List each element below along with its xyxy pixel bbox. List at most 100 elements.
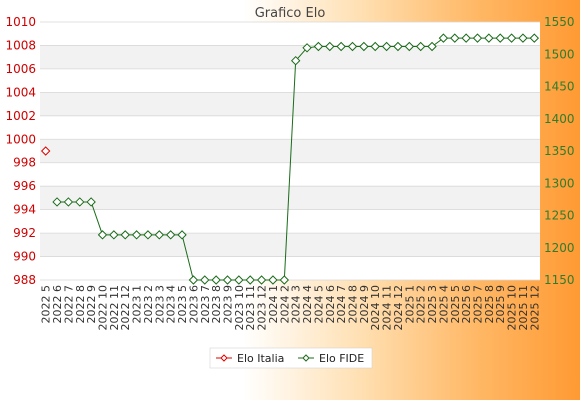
data-point — [234, 275, 244, 285]
data-point — [484, 33, 494, 43]
data-point — [290, 55, 301, 66]
right-tick-label: 1200 — [544, 241, 575, 255]
data-point — [415, 41, 426, 52]
data-point — [177, 230, 187, 240]
plot-band — [40, 186, 540, 210]
left-tick-label: 988 — [13, 273, 36, 287]
right-axis-ticks: 1150 1200 1250 1300 1350 1400 1450 1500 1550 — [544, 15, 575, 287]
data-point — [450, 33, 460, 43]
data-point — [40, 146, 51, 156]
right-tick-label: 1400 — [544, 112, 575, 126]
left-tick-label: 1006 — [5, 62, 36, 76]
x-tick-label: 2023 5 — [176, 285, 189, 324]
x-tick-label: 2023 1 — [131, 285, 144, 324]
plot-background — [40, 22, 540, 280]
data-point — [154, 230, 165, 240]
data-point — [313, 41, 324, 52]
x-tick-label: 2023 10 — [233, 285, 246, 331]
x-tick-label: 2025 11 — [517, 285, 530, 331]
x-tick-label: 2023 11 — [244, 285, 257, 331]
data-point — [75, 197, 85, 207]
x-tick-label: 2025 6 — [460, 285, 473, 324]
x-tick-label: 2024 1 — [267, 285, 280, 324]
x-tick-label: 2024 4 — [301, 285, 314, 324]
plot-band — [40, 233, 540, 257]
x-tick-label: 2024 10 — [369, 285, 382, 331]
legend: Elo Italia Elo FIDE — [209, 347, 373, 369]
x-tick-label: 2024 8 — [347, 285, 360, 324]
data-point — [347, 41, 358, 52]
data-point — [359, 41, 369, 52]
x-tick-label: 2025 4 — [437, 285, 450, 324]
data-point — [461, 33, 471, 43]
left-axis-ticks: 988 990 992 994 996 998 1000 1002 1004 1006 1008 10… — [5, 15, 36, 287]
left-tick-label: 1010 — [5, 15, 36, 29]
plot-band — [40, 92, 540, 116]
right-tick-label: 1250 — [544, 209, 575, 223]
plot-band — [40, 45, 540, 69]
x-tick-label: 2024 7 — [335, 285, 348, 324]
data-point — [165, 230, 176, 240]
data-point — [188, 275, 199, 285]
right-tick-label: 1450 — [544, 80, 575, 94]
data-point — [472, 33, 483, 43]
legend-elo-fide-label: Elo FIDE — [319, 352, 364, 365]
x-tick-label: 2024 6 — [324, 285, 337, 324]
data-point — [325, 41, 335, 52]
data-point — [279, 275, 290, 285]
legend-elo-italia-label: Elo Italia — [237, 352, 284, 365]
x-tick-label: 2025 12 — [528, 285, 541, 331]
x-tick-label: 2024 11 — [381, 285, 394, 331]
x-tick-label: 2023 8 — [210, 285, 223, 324]
x-tick-label: 2022 6 — [51, 285, 64, 324]
x-tick-label: 2023 9 — [222, 285, 235, 324]
data-point — [427, 41, 437, 52]
x-tick-label: 2022 9 — [85, 285, 98, 324]
plot-band — [40, 139, 540, 163]
x-tick-label: 2025 8 — [483, 285, 496, 324]
x-tick-label: 2025 1 — [403, 285, 416, 324]
data-point — [222, 275, 233, 285]
left-tick-label: 992 — [13, 226, 36, 240]
right-tick-label: 1300 — [544, 176, 575, 190]
data-point — [120, 230, 130, 240]
x-tick-label: 2023 4 — [165, 285, 178, 324]
x-tick-label: 2022 7 — [62, 285, 75, 324]
left-tick-label: 998 — [13, 156, 36, 170]
x-tick-label: 2025 10 — [506, 285, 519, 331]
left-tick-label: 996 — [13, 179, 36, 193]
x-tick-label: 2025 9 — [494, 285, 507, 324]
x-tick-label: 2025 7 — [472, 285, 485, 324]
data-point — [211, 275, 221, 285]
data-point — [495, 33, 505, 43]
data-point — [200, 275, 210, 285]
right-tick-label: 1500 — [544, 47, 575, 61]
right-tick-label: 1150 — [544, 273, 575, 287]
data-point — [404, 41, 415, 52]
data-point — [131, 230, 142, 240]
x-tick-label: 2024 9 — [358, 285, 371, 324]
x-tick-label: 2023 2 — [142, 285, 155, 324]
left-tick-label: 1002 — [5, 109, 36, 123]
chart-title: Grafico Elo — [255, 6, 326, 21]
left-tick-label: 990 — [13, 250, 36, 264]
data-point — [518, 33, 528, 43]
x-tick-label: 2025 2 — [415, 285, 428, 324]
x-tick-label: 2024 5 — [312, 285, 325, 324]
x-tick-label: 2022 8 — [74, 285, 87, 324]
left-tick-label: 1008 — [5, 38, 36, 52]
x-tick-label: 2023 6 — [187, 285, 200, 324]
data-point — [438, 33, 449, 43]
data-point — [245, 275, 255, 285]
x-tick-label: 2023 7 — [199, 285, 212, 324]
data-point — [97, 230, 108, 240]
right-tick-label: 1350 — [544, 144, 575, 158]
data-point — [256, 275, 267, 285]
data-point — [381, 41, 392, 52]
x-tick-label: 2022 11 — [108, 285, 121, 331]
data-point — [109, 230, 119, 240]
x-tick-label: 2022 10 — [97, 285, 110, 331]
